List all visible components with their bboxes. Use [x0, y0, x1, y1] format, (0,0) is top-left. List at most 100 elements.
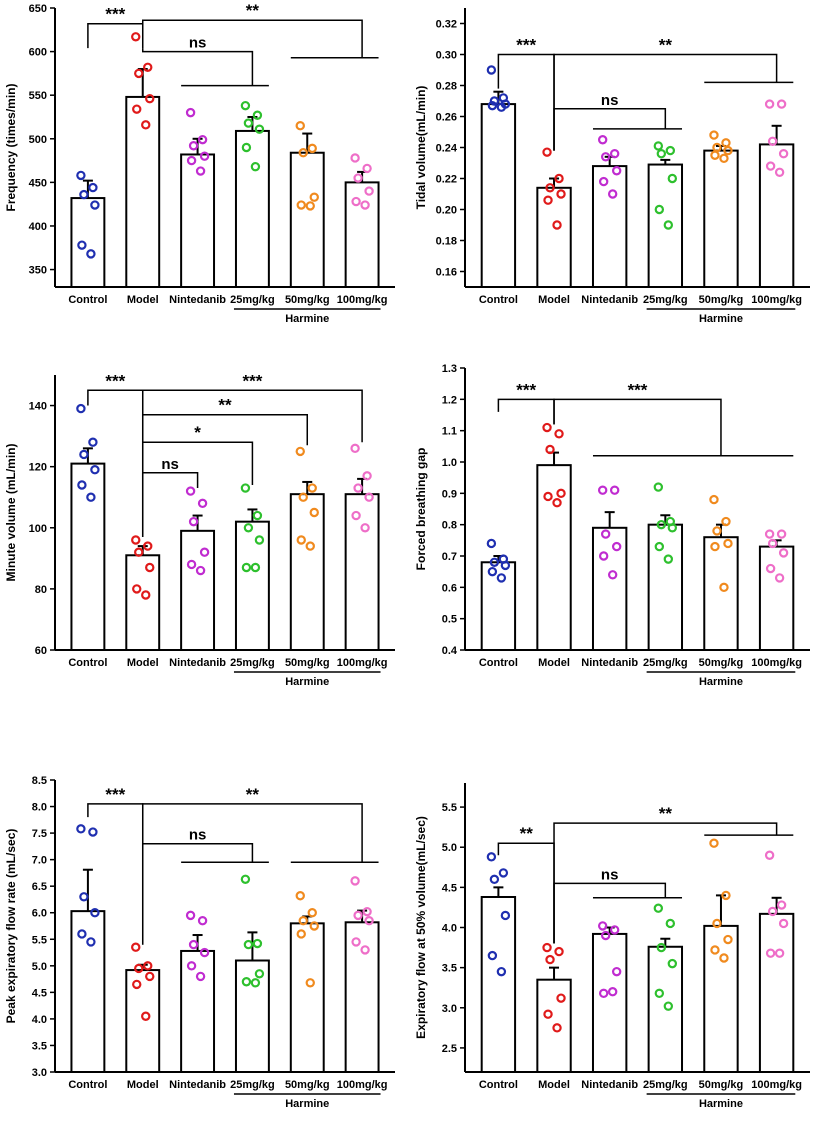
- expiratory-flow-50-ytick-label: 3.5: [442, 963, 457, 975]
- minute-volume-point: [145, 562, 155, 573]
- frequency-point: [350, 153, 360, 163]
- peak-expiratory-flow-bar: [180, 949, 216, 1073]
- tidal-volume-sig-label: **: [659, 36, 673, 55]
- tidal-volume-sig-label: ns: [601, 92, 619, 109]
- peak-expiratory-flow-ytick-label: 4.5: [32, 987, 47, 999]
- frequency-ytick-label: 350: [29, 265, 47, 277]
- frequency-ytick-label: 550: [29, 90, 47, 102]
- tidal-volume-point: [597, 135, 608, 145]
- peak-expiratory-flow-ytick-label: 3.5: [32, 1040, 47, 1052]
- peak-expiratory-flow-point: [243, 939, 254, 950]
- expiratory-flow-50-category-label: 25mg/kg: [643, 1079, 688, 1091]
- expiratory-flow-50-point: [600, 930, 611, 941]
- forced-breathing-gap-category-label: 50mg/kg: [699, 657, 744, 669]
- frequency-sig-label: ***: [105, 5, 125, 24]
- minute-volume-bar: [180, 529, 216, 651]
- minute-volume-category-label: Model: [127, 657, 159, 669]
- forced-breathing-gap-point: [765, 563, 776, 574]
- expiratory-flow-50-point: [489, 874, 500, 885]
- frequency-group-label: Harmine: [285, 313, 329, 325]
- forced-breathing-gap-ytick-label: 0.5: [442, 614, 457, 626]
- tidal-volume-point: [764, 99, 775, 109]
- expiratory-flow-50-point: [597, 921, 608, 931]
- minute-volume-point: [243, 523, 254, 533]
- forced-breathing-gap-ytick-label: 1.3: [442, 363, 457, 375]
- forced-breathing-gap-point: [667, 523, 678, 533]
- minute-volume-point: [186, 559, 197, 570]
- expiratory-flow-50-point: [487, 950, 498, 961]
- minute-volume-bar: [70, 462, 106, 651]
- expiratory-flow-50-category-label: Model: [538, 1079, 570, 1091]
- tidal-volume-bar: [480, 103, 517, 288]
- peak-expiratory-flow-bar: [125, 969, 161, 1073]
- tidal-volume-point: [600, 152, 611, 162]
- peak-expiratory-flow-point: [250, 978, 261, 988]
- peak-expiratory-flow-point: [295, 891, 305, 901]
- peak-expiratory-flow-point: [241, 977, 252, 987]
- peak-expiratory-flow-point: [86, 937, 96, 947]
- frequency-category-label: Control: [68, 294, 107, 306]
- forced-breathing-gap-point: [542, 422, 552, 433]
- frequency-ytick-label: 650: [29, 3, 47, 15]
- peak-expiratory-flow-point: [185, 910, 196, 921]
- tidal-volume-point: [486, 65, 497, 75]
- frequency-category-label: 25mg/kg: [230, 294, 275, 306]
- tidal-volume-ytick-label: 0.32: [436, 19, 457, 31]
- frequency-point: [77, 240, 87, 250]
- expiratory-flow-50-ytick-label: 5.5: [442, 802, 457, 814]
- minute-volume-point: [76, 403, 86, 414]
- expiratory-flow-50-point: [554, 946, 564, 957]
- expiratory-flow-50-sig-label: **: [520, 824, 534, 843]
- expiratory-flow-50-point: [611, 966, 622, 977]
- frequency-bar: [180, 153, 216, 288]
- frequency-point: [362, 163, 372, 174]
- frequency-point: [360, 200, 370, 210]
- minute-volume-point: [134, 547, 144, 557]
- forced-breathing-gap-category-label: Nintedanib: [581, 657, 638, 669]
- tidal-volume-point: [767, 136, 778, 146]
- expiratory-flow-50-ytick-label: 2.5: [442, 1043, 457, 1055]
- tidal-volume-point: [663, 220, 674, 230]
- minute-volume-category-label: Control: [68, 657, 107, 669]
- peak-expiratory-flow-point: [134, 963, 144, 974]
- forced-breathing-gap-point: [543, 491, 553, 502]
- peak-expiratory-flow-category-label: Nintedanib: [169, 1079, 226, 1091]
- tidal-volume-point: [765, 161, 776, 171]
- frequency-ytick-label: 500: [29, 134, 47, 146]
- forced-breathing-gap-ytick-label: 0.6: [442, 582, 457, 594]
- minute-volume-ytick-label: 140: [29, 401, 47, 413]
- expiratory-flow-50-point: [767, 906, 778, 917]
- forced-breathing-gap-point: [719, 582, 729, 593]
- peak-expiratory-flow-ylabel: Peak expiratory flow rate (mL/sec): [4, 829, 18, 1024]
- forced-breathing-gap-point: [776, 529, 787, 539]
- forced-breathing-gap-point: [609, 485, 620, 495]
- minute-volume-point: [195, 565, 206, 576]
- frequency-category-label: Nintedanib: [169, 294, 226, 306]
- minute-volume-point: [351, 510, 361, 521]
- expiratory-flow-50-category-label: 50mg/kg: [699, 1079, 744, 1091]
- frequency-bar: [344, 181, 380, 288]
- expiratory-flow-50-point: [721, 890, 731, 901]
- forced-breathing-gap-point: [774, 573, 785, 583]
- peak-expiratory-flow-point: [362, 906, 372, 917]
- expiratory-flow-50-point: [496, 966, 507, 977]
- minute-volume-point: [360, 523, 370, 533]
- forced-breathing-gap-bar: [703, 536, 739, 652]
- peak-expiratory-flow-sig-label: ns: [189, 827, 207, 844]
- forced-breathing-gap-point: [654, 541, 665, 552]
- tidal-volume-group-label: Harmine: [699, 313, 743, 325]
- expiratory-flow-50-point: [542, 942, 552, 953]
- forced-breathing-gap-point: [500, 560, 511, 571]
- tidal-volume-ytick-label: 0.24: [436, 143, 458, 155]
- minute-volume-point: [241, 562, 252, 573]
- tidal-volume-point: [611, 166, 622, 176]
- forced-breathing-gap-point: [545, 444, 555, 455]
- expiratory-flow-50-point: [486, 852, 497, 862]
- minute-volume-point: [199, 547, 210, 557]
- minute-volume-point: [350, 443, 360, 454]
- frequency-point: [364, 186, 374, 196]
- forced-breathing-gap-bar: [758, 545, 795, 651]
- minute-volume-point: [143, 541, 153, 551]
- frequency-ytick-label: 400: [29, 221, 47, 233]
- minute-volume-point: [254, 535, 265, 545]
